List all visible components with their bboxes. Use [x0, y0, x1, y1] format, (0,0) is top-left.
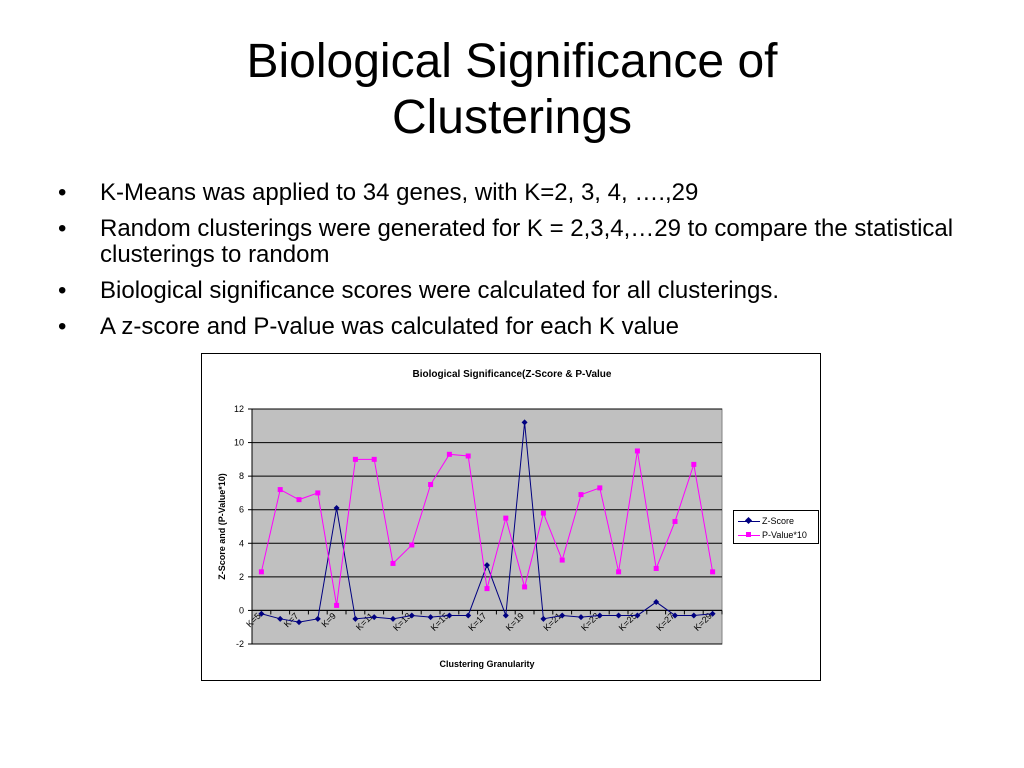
bullet-item: • Biological significance scores were ca…	[58, 278, 958, 304]
data-point-z-score	[672, 612, 678, 619]
legend-entry-z-score: Z-Score	[738, 515, 794, 527]
data-point-z-score	[690, 612, 697, 619]
data-point-p-value	[446, 451, 452, 457]
bullet-text: A z-score and P-value was calculated for…	[100, 313, 679, 340]
data-point-p-value	[522, 584, 528, 590]
bullet-dot: •	[58, 215, 67, 242]
data-point-z-score	[408, 612, 415, 619]
data-point-p-value	[691, 461, 697, 467]
bullet-dot: •	[58, 277, 67, 304]
slide-title: Biological Significance of Clusterings	[0, 34, 1024, 146]
y-tick-label: 0	[239, 605, 244, 615]
data-point-z-score	[578, 614, 584, 621]
data-point-z-score	[277, 615, 284, 622]
bullet-item: • A z-score and P-value was calculated f…	[58, 314, 958, 340]
y-tick-label: 8	[239, 471, 244, 481]
x-axis-title: Clustering Granularity	[439, 659, 534, 669]
data-point-z-score	[465, 612, 472, 619]
bullet-dot: •	[58, 313, 67, 340]
y-axis-title: Z-Score and (P-Value*10)	[217, 473, 227, 580]
bullet-text: Random clusterings were generated for K …	[100, 215, 954, 268]
data-point-p-value	[484, 586, 490, 592]
data-point-p-value	[465, 453, 471, 459]
chart-frame: -2 0 2 4 6 8 10 12 K=5 K=7 K=9 K=11 K=13 K=15 K=17 K=19…	[201, 353, 821, 681]
data-point-p-value	[390, 560, 396, 566]
data-point-z-score	[314, 615, 321, 622]
data-point-p-value	[258, 569, 264, 575]
data-point-p-value	[503, 515, 509, 521]
data-point-z-score	[258, 610, 265, 617]
y-tick-label: 12	[234, 404, 244, 414]
data-point-p-value	[653, 565, 659, 571]
data-point-p-value	[352, 456, 358, 462]
data-point-z-score	[484, 562, 490, 569]
data-point-p-value	[616, 569, 622, 575]
data-point-p-value	[334, 602, 340, 608]
bullet-dot: •	[58, 179, 67, 206]
legend-swatch-z-score	[738, 515, 760, 527]
data-point-p-value	[710, 569, 716, 575]
data-point-z-score	[596, 612, 603, 619]
data-point-p-value	[315, 490, 321, 496]
data-point-p-value	[672, 518, 678, 524]
data-point-z-score	[502, 612, 509, 619]
y-tick-label: 6	[239, 505, 244, 515]
y-tick-label: 4	[239, 538, 244, 548]
data-point-z-score	[634, 612, 641, 619]
data-point-z-score	[446, 612, 453, 619]
data-point-p-value	[634, 448, 640, 454]
data-point-z-score	[559, 612, 566, 619]
bullet-text: K-Means was applied to 34 genes, with K=…	[100, 179, 699, 206]
data-point-p-value	[540, 510, 546, 516]
data-point-p-value	[597, 485, 603, 491]
data-point-z-score	[390, 615, 396, 622]
data-point-p-value	[428, 482, 434, 488]
bullet-item: • K-Means was applied to 34 genes, with …	[58, 180, 958, 206]
plot-area	[251, 408, 723, 645]
data-point-p-value	[578, 492, 584, 498]
data-point-p-value	[559, 557, 565, 563]
data-point-p-value	[371, 456, 377, 462]
legend-label-z-score: Z-Score	[762, 516, 795, 526]
data-point-z-score	[653, 599, 660, 606]
data-point-z-score	[296, 619, 302, 626]
bullet-list: • K-Means was applied to 34 genes, with …	[58, 180, 958, 350]
slide-title-line-1: Biological Significance of	[246, 35, 778, 88]
data-point-z-score	[333, 505, 340, 512]
data-point-z-score	[427, 614, 434, 621]
y-tick-label: -2	[236, 639, 244, 649]
chart-title: Biological Significance(Z-Score & P-Valu…	[413, 369, 612, 380]
y-tick-label: 2	[239, 572, 244, 582]
data-point-p-value	[277, 487, 283, 493]
data-point-z-score	[371, 614, 378, 621]
data-point-z-score	[615, 612, 622, 619]
data-point-z-score	[352, 615, 359, 622]
legend-label-p-value: P-Value*10	[762, 530, 807, 540]
slide-title-line-2: Clusterings	[391, 91, 633, 144]
data-point-p-value	[409, 542, 415, 548]
y-tick-label: 10	[234, 438, 244, 448]
data-point-z-score	[540, 615, 547, 622]
chart-legend: Z-Score P-Value*10	[733, 510, 819, 544]
data-point-z-score	[709, 610, 716, 617]
legend-entry-p-value: P-Value*10	[738, 529, 807, 541]
legend-swatch-p-value	[738, 529, 760, 541]
data-point-z-score	[521, 419, 528, 426]
bullet-item: • Random clusterings were generated for …	[58, 216, 958, 268]
data-point-p-value	[296, 497, 302, 503]
bullet-text: Biological significance scores were calc…	[100, 277, 779, 304]
